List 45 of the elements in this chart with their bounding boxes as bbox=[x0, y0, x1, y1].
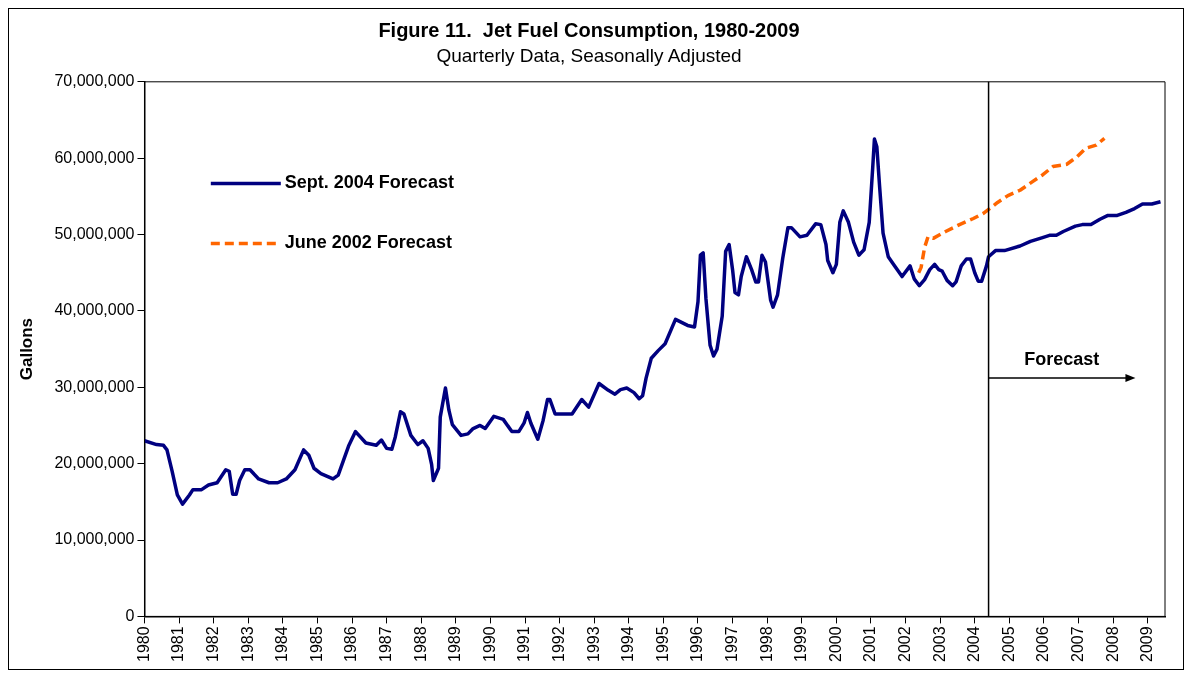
legend-label: June 2002 Forecast bbox=[284, 232, 452, 253]
y-tick-label: 20,000,000 bbox=[54, 454, 135, 472]
x-tick-label: 2007 bbox=[1068, 626, 1086, 662]
x-tick-label: 2001 bbox=[861, 626, 879, 662]
x-tick-label: 1992 bbox=[550, 626, 568, 662]
x-tick-label: 2006 bbox=[1034, 626, 1052, 662]
x-tick-label: 1985 bbox=[307, 626, 325, 662]
x-tick-label: 1994 bbox=[619, 626, 637, 662]
x-tick-label: 1999 bbox=[792, 626, 810, 662]
x-tick-label: 1993 bbox=[584, 626, 602, 662]
y-tick-label: 0 bbox=[125, 606, 135, 624]
x-tick-label: 1986 bbox=[342, 626, 360, 662]
chart-title: Figure 11. Jet Fuel Consumption, 1980-2009 bbox=[378, 18, 800, 41]
chart-subtitle: Quarterly Data, Seasonally Adjusted bbox=[436, 44, 742, 66]
x-tick-label: 1997 bbox=[722, 626, 740, 662]
annotation: Forecast bbox=[1024, 348, 1100, 369]
x-tick-label: 1982 bbox=[204, 626, 222, 662]
x-tick-label: 1987 bbox=[377, 626, 395, 662]
y-tick-label: 60,000,000 bbox=[54, 148, 135, 166]
x-tick-label: 1989 bbox=[446, 626, 464, 662]
y-tick-label: 70,000,000 bbox=[54, 72, 135, 90]
x-tick-label: 1996 bbox=[688, 626, 706, 662]
y-tick-label: 50,000,000 bbox=[54, 224, 135, 242]
x-tick-label: 1991 bbox=[515, 626, 533, 662]
x-tick-label: 1984 bbox=[273, 626, 291, 662]
x-tick-label: 1988 bbox=[411, 626, 429, 662]
x-tick-label: 1980 bbox=[134, 626, 152, 662]
x-tick-label: 2009 bbox=[1138, 626, 1156, 662]
x-tick-label: 2004 bbox=[965, 626, 983, 662]
x-tick-label: 1990 bbox=[480, 626, 498, 662]
y-tick-label: 30,000,000 bbox=[54, 377, 135, 395]
x-tick-label: 2000 bbox=[826, 626, 844, 662]
x-tick-label: 2003 bbox=[930, 626, 948, 662]
y-axis-title: Gallons bbox=[16, 317, 36, 381]
line-series bbox=[916, 136, 1107, 275]
x-tick-label: 2002 bbox=[895, 626, 913, 662]
x-tick-label: 2008 bbox=[1103, 626, 1121, 662]
x-tick-label: 1981 bbox=[169, 626, 187, 662]
x-tick-label: 1983 bbox=[238, 626, 256, 662]
x-tick-label: 1995 bbox=[653, 626, 671, 662]
y-tick-label: 10,000,000 bbox=[54, 530, 135, 548]
x-tick-label: 2005 bbox=[999, 626, 1017, 662]
x-tick-label: 1998 bbox=[757, 626, 775, 662]
legend-label: Sept. 2004 Forecast bbox=[284, 172, 454, 193]
y-tick-label: 40,000,000 bbox=[54, 301, 135, 319]
